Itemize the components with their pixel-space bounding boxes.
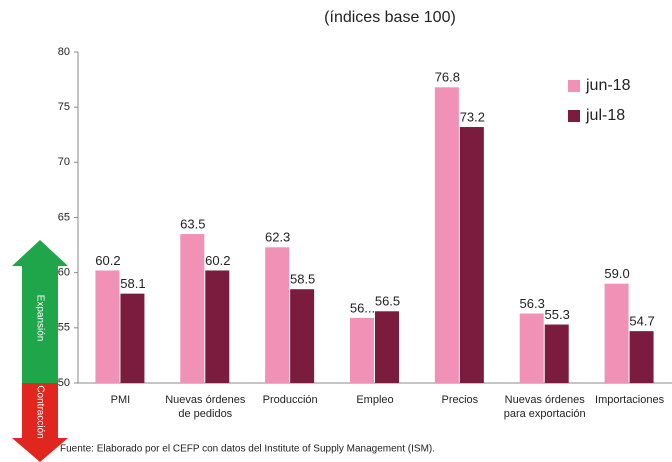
contraction-label: Contracción [34, 385, 45, 438]
bar [544, 324, 569, 383]
value-label: 54.7 [629, 314, 654, 329]
bar [459, 127, 484, 383]
legend-label: jul-18 [585, 107, 625, 124]
bar [519, 313, 544, 383]
x-tick-label: Precios [441, 394, 479, 406]
y-tick-label: 65 [58, 211, 70, 223]
contraction-arrow [12, 383, 68, 462]
x-tick-label: Importaciones [595, 394, 665, 406]
bar [95, 270, 120, 383]
x-tick-label: PMI [110, 394, 131, 406]
bar [375, 311, 399, 383]
y-tick-label: 60 [58, 267, 70, 279]
x-tick-label: Nuevas órdenes para exportación [503, 394, 586, 420]
bar [290, 289, 315, 383]
y-tick-label: 50 [58, 377, 70, 389]
bar [205, 270, 230, 383]
y-tick-label: 80 [58, 46, 70, 58]
value-label: 56.5 [375, 294, 400, 309]
bar [180, 234, 205, 383]
value-label: 73.2 [460, 109, 485, 124]
bar [434, 87, 459, 383]
legend-swatch [568, 110, 580, 122]
x-tick-label: Producción [262, 394, 318, 406]
legend-label: jun-18 [585, 77, 631, 94]
source-note: Fuente: Elaborado por el CEFP con datos … [60, 444, 435, 455]
value-label: 60.2 [95, 253, 120, 268]
x-tick-label: Nuevas órdenes de pedidos [165, 394, 246, 420]
value-label: 58.5 [290, 272, 315, 287]
value-label: 56.3 [520, 296, 545, 311]
legend-swatch [568, 80, 580, 92]
expansion-arrow [12, 240, 68, 383]
bar [265, 247, 290, 383]
value-label: 55.3 [545, 307, 570, 322]
value-label: 76.8 [435, 70, 460, 85]
y-tick-label: 75 [58, 101, 70, 113]
expansion-label: Expansión [34, 295, 45, 342]
x-tick-label: Empleo [356, 394, 394, 406]
value-label: 58.1 [120, 276, 145, 291]
value-label: 63.5 [180, 216, 205, 231]
value-label: 62.3 [265, 230, 290, 245]
bar [604, 283, 629, 383]
bar [629, 331, 654, 383]
value-label: 60.2 [205, 253, 230, 268]
y-tick-label: 70 [58, 156, 70, 168]
value-label: 59.0 [604, 266, 629, 281]
chart-title: (índices base 100) [324, 9, 456, 26]
bar [120, 293, 145, 383]
bar [350, 317, 374, 383]
value-label: 56... [350, 300, 375, 315]
y-tick-label: 55 [58, 322, 70, 334]
